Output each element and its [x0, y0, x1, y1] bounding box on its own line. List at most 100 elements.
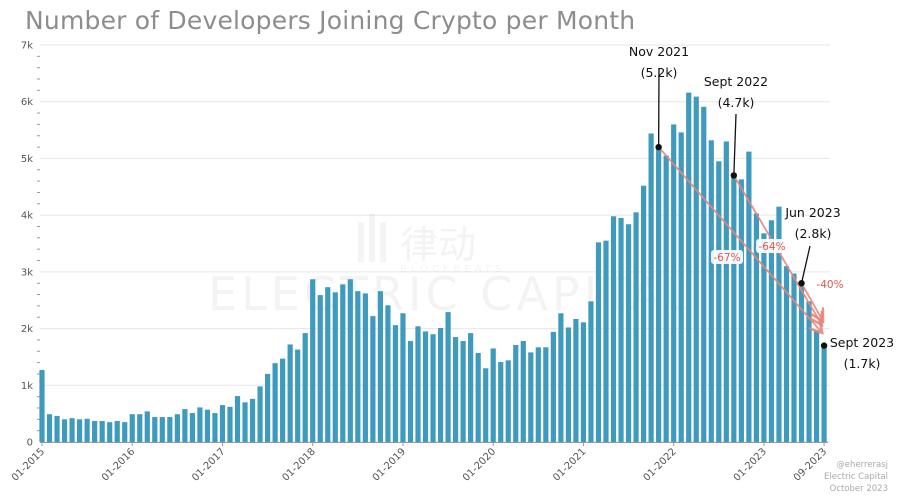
change-label-bg — [814, 277, 846, 291]
bar — [453, 337, 459, 442]
bar — [310, 279, 316, 442]
watermark-brand: ELECTRIC CAPITAL — [208, 267, 695, 321]
bar — [437, 328, 444, 442]
bar — [204, 409, 211, 442]
bar — [54, 415, 60, 442]
bar — [377, 291, 383, 442]
bar — [174, 414, 180, 442]
bar — [783, 266, 790, 442]
bar — [791, 273, 797, 442]
annotation-dot — [730, 172, 738, 179]
bar — [69, 418, 75, 442]
bar — [302, 333, 308, 442]
annotation-leader — [733, 113, 737, 176]
bar — [392, 325, 399, 442]
bar — [701, 106, 707, 442]
watermark-cn: 律动 — [400, 223, 476, 267]
annotation-value: (1.7k) — [844, 356, 881, 371]
bar — [693, 96, 699, 443]
bar — [107, 422, 113, 442]
x-tick-label: 01-2016 — [100, 446, 137, 483]
bar — [641, 185, 647, 442]
annotation-leader — [800, 245, 811, 284]
bar — [603, 240, 609, 442]
x-tick-label: 01-2017 — [190, 446, 227, 483]
bar — [716, 161, 722, 442]
bar — [114, 421, 120, 442]
x-tick-label: 01-2019 — [371, 446, 408, 483]
annotation-value: (2.8k) — [795, 226, 832, 241]
bar — [663, 155, 669, 443]
change-label: -67% — [713, 252, 740, 264]
bar — [580, 322, 587, 442]
bar — [257, 386, 263, 442]
bar — [678, 132, 684, 442]
bar — [39, 369, 45, 442]
y-tick-label: 7k — [21, 41, 33, 52]
bar — [212, 413, 218, 442]
chart-title: Number of Developers Joining Crypto per … — [25, 6, 636, 35]
bar — [189, 413, 195, 442]
bar — [234, 396, 241, 442]
bar — [483, 368, 489, 442]
bar — [618, 217, 624, 442]
annotation-dot — [655, 143, 662, 151]
change-arrow — [657, 146, 821, 332]
watermark-en: BLOCKBEATS — [400, 264, 505, 275]
bar — [325, 287, 331, 442]
bar — [152, 417, 158, 442]
bar — [656, 147, 662, 443]
bar — [550, 331, 556, 442]
annotation-label: Nov 2021 — [629, 44, 689, 59]
y-tick-label: 1k — [21, 381, 33, 392]
bar — [806, 301, 812, 442]
bar — [520, 341, 526, 442]
bar — [588, 301, 594, 442]
bar — [415, 326, 421, 442]
bar — [738, 179, 744, 443]
bar — [498, 362, 504, 442]
change-label-bg — [711, 250, 743, 264]
bar — [295, 349, 301, 442]
change-arrow — [800, 282, 823, 319]
bar — [565, 327, 571, 442]
x-tick-label: 01-2023 — [732, 446, 769, 483]
annotation-value: (4.7k) — [718, 95, 755, 110]
bar — [625, 224, 632, 442]
bar — [821, 345, 827, 442]
bar — [340, 284, 346, 442]
annotation-label: Sept 2023 — [830, 335, 894, 350]
bar — [753, 213, 759, 442]
footer: @eherrerasj Electric Capital October 202… — [824, 459, 888, 495]
bar — [122, 422, 128, 442]
bar — [595, 242, 602, 442]
bar — [99, 421, 105, 442]
x-tick-label: 01-2020 — [461, 446, 498, 483]
bar — [167, 417, 173, 442]
y-tick-label: 0 — [27, 438, 33, 449]
change-label: -40% — [816, 279, 843, 291]
y-tick-label: 3k — [21, 267, 33, 278]
bar — [610, 216, 617, 442]
watermark: 律动 BLOCKBEATS ELECTRIC CAPITAL — [208, 214, 695, 321]
bar — [813, 330, 820, 442]
bar — [731, 175, 737, 442]
bar — [776, 206, 782, 442]
bar — [513, 345, 519, 442]
change-label: -64% — [758, 241, 785, 253]
x-tick-label: 01-2022 — [641, 446, 678, 483]
bar — [317, 295, 323, 442]
bar — [355, 291, 361, 442]
y-tick-label: 6k — [21, 97, 33, 108]
bar — [159, 417, 165, 442]
y-tick-label: 5k — [21, 154, 33, 165]
bar — [407, 341, 414, 442]
bar — [242, 402, 248, 442]
bar — [648, 133, 654, 442]
bar — [573, 318, 579, 442]
annotation-label: Sept 2022 — [704, 74, 768, 89]
bar — [265, 373, 271, 442]
annotation-value: (5.2k) — [641, 65, 678, 80]
bar — [468, 333, 474, 442]
